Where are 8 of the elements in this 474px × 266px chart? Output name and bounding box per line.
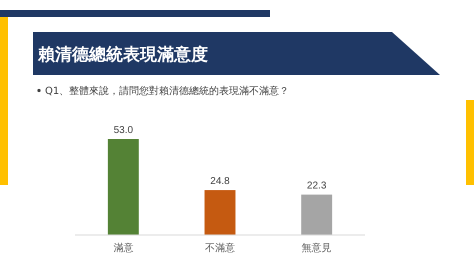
x-tick-label: 不滿意 [205,242,235,254]
x-tick-label: 無意見 [302,242,332,254]
data-label: 22.3 [306,180,327,192]
data-label: 24.8 [210,176,230,188]
chart-title: 賴清德總統表現滿意度 [37,45,208,65]
chart-subtitle: Q1、整體來說，請問您對賴清德總統的表現滿不滿意？ [45,85,290,97]
data-label: 53.0 [114,125,134,136]
x-tick-label: 滿意 [113,242,134,254]
